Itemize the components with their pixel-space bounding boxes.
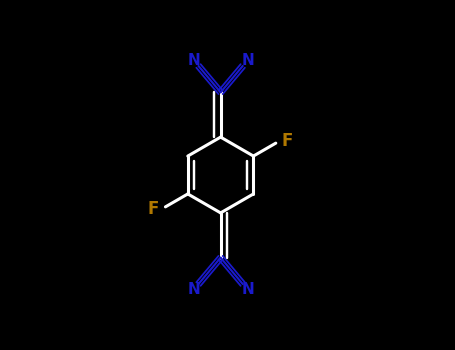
Text: N: N: [187, 52, 200, 68]
Text: N: N: [241, 282, 254, 298]
Text: N: N: [241, 52, 254, 68]
Text: F: F: [282, 132, 293, 150]
Text: F: F: [148, 199, 159, 218]
Text: N: N: [187, 282, 200, 298]
